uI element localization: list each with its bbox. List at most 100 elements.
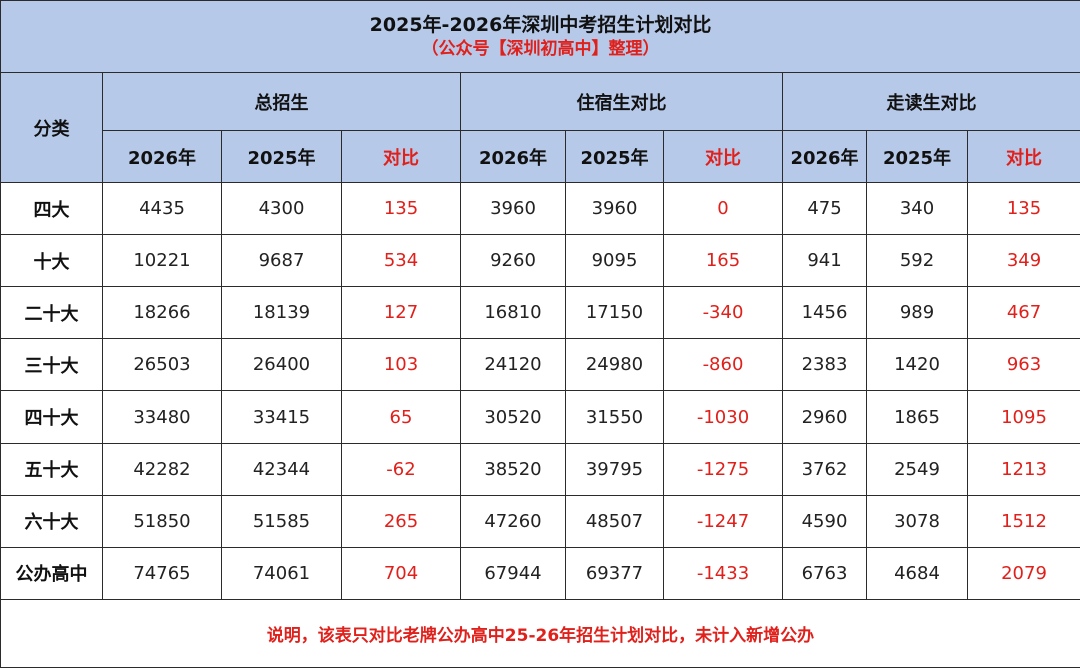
subheader-diff: 对比 xyxy=(663,130,783,184)
row-category: 六十大 xyxy=(0,494,103,548)
cell-value: 24980 xyxy=(565,338,664,392)
cell-value: 67944 xyxy=(460,546,566,600)
cell-value: 9260 xyxy=(460,234,566,288)
cell-diff: 349 xyxy=(967,234,1080,288)
table-row: 三十大 26503 26400 103 24120 24980 -860 238… xyxy=(0,338,1080,392)
cell-value: 33480 xyxy=(102,390,222,444)
cell-value: 2383 xyxy=(782,338,867,392)
cell-value: 941 xyxy=(782,234,867,288)
cell-value: 38520 xyxy=(460,442,566,496)
cell-diff: 704 xyxy=(341,546,461,600)
cell-diff: -860 xyxy=(663,338,783,392)
cell-value: 2960 xyxy=(782,390,867,444)
table-row: 五十大 42282 42344 -62 38520 39795 -1275 37… xyxy=(0,442,1080,496)
subheader-2026: 2026年 xyxy=(460,130,566,184)
row-category: 三十大 xyxy=(0,338,103,392)
cell-diff: 127 xyxy=(341,286,461,340)
cell-value: 6763 xyxy=(782,546,867,600)
cell-value: 9687 xyxy=(221,234,342,288)
cell-diff: 963 xyxy=(967,338,1080,392)
cell-value: 1420 xyxy=(866,338,968,392)
cell-value: 24120 xyxy=(460,338,566,392)
cell-value: 989 xyxy=(866,286,968,340)
row-category: 二十大 xyxy=(0,286,103,340)
table-row: 十大 10221 9687 534 9260 9095 165 941 592 … xyxy=(0,234,1080,288)
cell-value: 16810 xyxy=(460,286,566,340)
cell-value: 10221 xyxy=(102,234,222,288)
cell-value: 3762 xyxy=(782,442,867,496)
cell-diff: 135 xyxy=(341,182,461,236)
group-header-boarding: 住宿生对比 xyxy=(460,72,783,132)
subheader-2025: 2025年 xyxy=(565,130,664,184)
subheader-diff: 对比 xyxy=(341,130,461,184)
cell-value: 475 xyxy=(782,182,867,236)
cell-value: 18139 xyxy=(221,286,342,340)
table-title: 2025年-2026年深圳中考招生计划对比 （公众号【深圳初高中】整理） xyxy=(0,0,1080,74)
cell-diff: 467 xyxy=(967,286,1080,340)
title-text: 2025年-2026年深圳中考招生计划对比 xyxy=(369,14,712,37)
cell-value: 26400 xyxy=(221,338,342,392)
cell-value: 340 xyxy=(866,182,968,236)
cell-value: 30520 xyxy=(460,390,566,444)
cell-diff: -1030 xyxy=(663,390,783,444)
cell-diff: -340 xyxy=(663,286,783,340)
table-row: 公办高中 74765 74061 704 67944 69377 -1433 6… xyxy=(0,546,1080,600)
row-category: 五十大 xyxy=(0,442,103,496)
cell-diff: 0 xyxy=(663,182,783,236)
cell-value: 2549 xyxy=(866,442,968,496)
cell-diff: 265 xyxy=(341,494,461,548)
cell-value: 69377 xyxy=(565,546,664,600)
cell-value: 74765 xyxy=(102,546,222,600)
table-note: 说明，该表只对比老牌公办高中25-26年招生计划对比，未计入新增公办 xyxy=(0,598,1080,668)
cell-value: 1456 xyxy=(782,286,867,340)
cell-value: 39795 xyxy=(565,442,664,496)
cell-diff: -1247 xyxy=(663,494,783,548)
subheader-2025: 2025年 xyxy=(866,130,968,184)
cell-value: 4435 xyxy=(102,182,222,236)
cell-value: 48507 xyxy=(565,494,664,548)
cell-value: 51585 xyxy=(221,494,342,548)
subheader-diff: 对比 xyxy=(967,130,1080,184)
table-row: 二十大 18266 18139 127 16810 17150 -340 145… xyxy=(0,286,1080,340)
cell-diff: 1213 xyxy=(967,442,1080,496)
category-header: 分类 xyxy=(0,72,103,184)
table-row: 四大 4435 4300 135 3960 3960 0 475 340 135 xyxy=(0,182,1080,236)
subheader-2026: 2026年 xyxy=(102,130,222,184)
cell-diff: -1433 xyxy=(663,546,783,600)
cell-diff: 1095 xyxy=(967,390,1080,444)
row-category: 公办高中 xyxy=(0,546,103,600)
cell-diff: 165 xyxy=(663,234,783,288)
cell-diff: 1512 xyxy=(967,494,1080,548)
cell-value: 26503 xyxy=(102,338,222,392)
cell-diff: 65 xyxy=(341,390,461,444)
cell-diff: 2079 xyxy=(967,546,1080,600)
cell-diff: 534 xyxy=(341,234,461,288)
row-category: 四大 xyxy=(0,182,103,236)
subtitle-text: （公众号【深圳初高中】整理） xyxy=(421,38,660,59)
cell-value: 17150 xyxy=(565,286,664,340)
row-category: 十大 xyxy=(0,234,103,288)
cell-value: 47260 xyxy=(460,494,566,548)
subheader-2025: 2025年 xyxy=(221,130,342,184)
cell-value: 3960 xyxy=(565,182,664,236)
group-header-day: 走读生对比 xyxy=(782,72,1080,132)
cell-value: 4300 xyxy=(221,182,342,236)
row-category: 四十大 xyxy=(0,390,103,444)
cell-diff: 135 xyxy=(967,182,1080,236)
cell-value: 18266 xyxy=(102,286,222,340)
cell-value: 4684 xyxy=(866,546,968,600)
cell-value: 592 xyxy=(866,234,968,288)
cell-value: 74061 xyxy=(221,546,342,600)
table-row: 四十大 33480 33415 65 30520 31550 -1030 296… xyxy=(0,390,1080,444)
cell-value: 42344 xyxy=(221,442,342,496)
cell-value: 9095 xyxy=(565,234,664,288)
cell-value: 4590 xyxy=(782,494,867,548)
cell-diff: -1275 xyxy=(663,442,783,496)
cell-diff: -62 xyxy=(341,442,461,496)
group-header-total: 总招生 xyxy=(102,72,461,132)
cell-value: 42282 xyxy=(102,442,222,496)
cell-value: 51850 xyxy=(102,494,222,548)
cell-value: 33415 xyxy=(221,390,342,444)
cell-value: 3078 xyxy=(866,494,968,548)
